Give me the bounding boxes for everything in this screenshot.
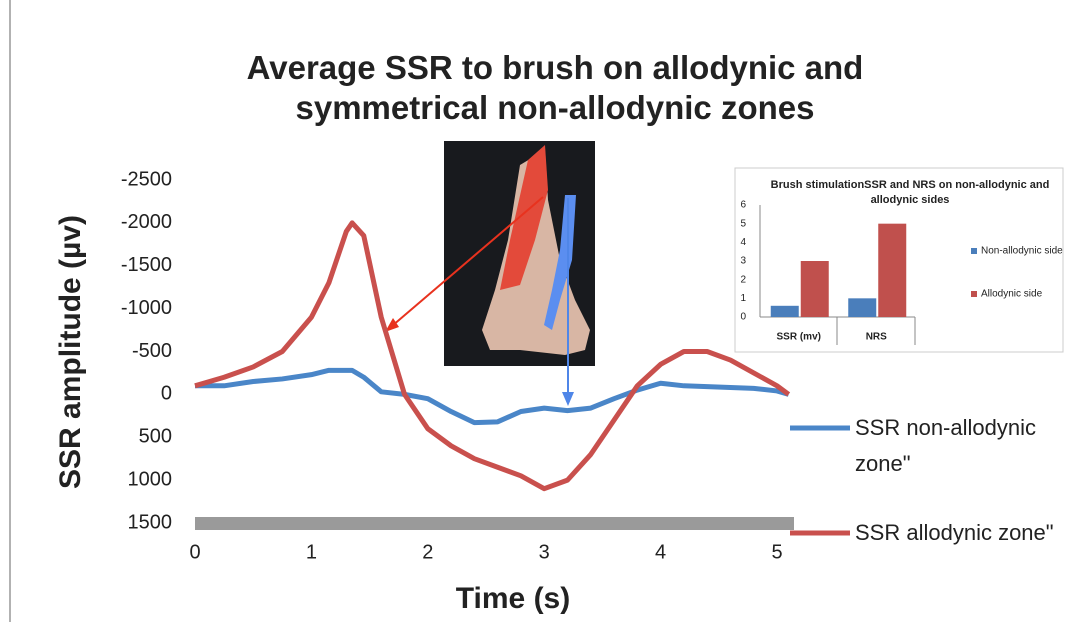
x-tick-label: 0 [189,541,200,563]
bar [878,223,907,317]
y-tick-label: 3 [740,256,746,267]
y-tick-label: 6 [740,200,746,211]
legend-swatch [971,248,977,254]
x-axis [195,517,794,530]
y-tick-label: 1 [740,293,746,304]
x-tick-label: 5 [771,541,782,563]
x-axis-title: Time (s) [456,582,570,615]
x-tick-label: 3 [539,541,550,563]
bar [770,305,799,317]
y-tick-label: -1000 [121,297,172,319]
legend-label: SSR non-allodynic zone" [855,415,1036,476]
y-tick-label: 500 [139,426,172,448]
y-axis-title: SSR amplitude (µv) [54,215,87,489]
legend-label: Allodynic side [981,289,1043,300]
x-tick-label: NRS [866,332,887,343]
arrows [385,196,574,406]
legend-label: Non-allodynic side [981,246,1063,257]
y-tick-label: 0 [740,312,746,323]
y-tick-label: -1500 [121,254,172,276]
y-tick-label: 1000 [128,468,173,490]
series-line [195,367,790,426]
photo [444,141,595,366]
y-tick-label: 4 [740,237,746,248]
legend-label: SSR allodynic zone" [855,520,1054,545]
series-line [194,220,791,492]
chart-title: Average SSR to brush on allodynic and sy… [246,49,864,126]
y-tick-label: 2 [740,274,746,285]
x-tick-label: SSR (mv) [777,332,821,343]
inset-title: Brush stimulationSSR and NRS on non-allo… [770,179,1050,206]
y-tick-label: -2500 [121,168,172,190]
bar [800,261,829,317]
y-tick-label: 0 [161,383,172,405]
legend-swatch [971,291,977,297]
y-tick-label: 1500 [128,511,173,533]
y-tick-label: -500 [132,340,172,362]
x-tick-label: 4 [655,541,666,563]
x-tick-label: 2 [422,541,433,563]
y-tick-label: 5 [740,218,746,229]
x-tick-label: 1 [306,541,317,563]
y-tick-label: -2000 [121,211,172,233]
bar [848,298,877,317]
